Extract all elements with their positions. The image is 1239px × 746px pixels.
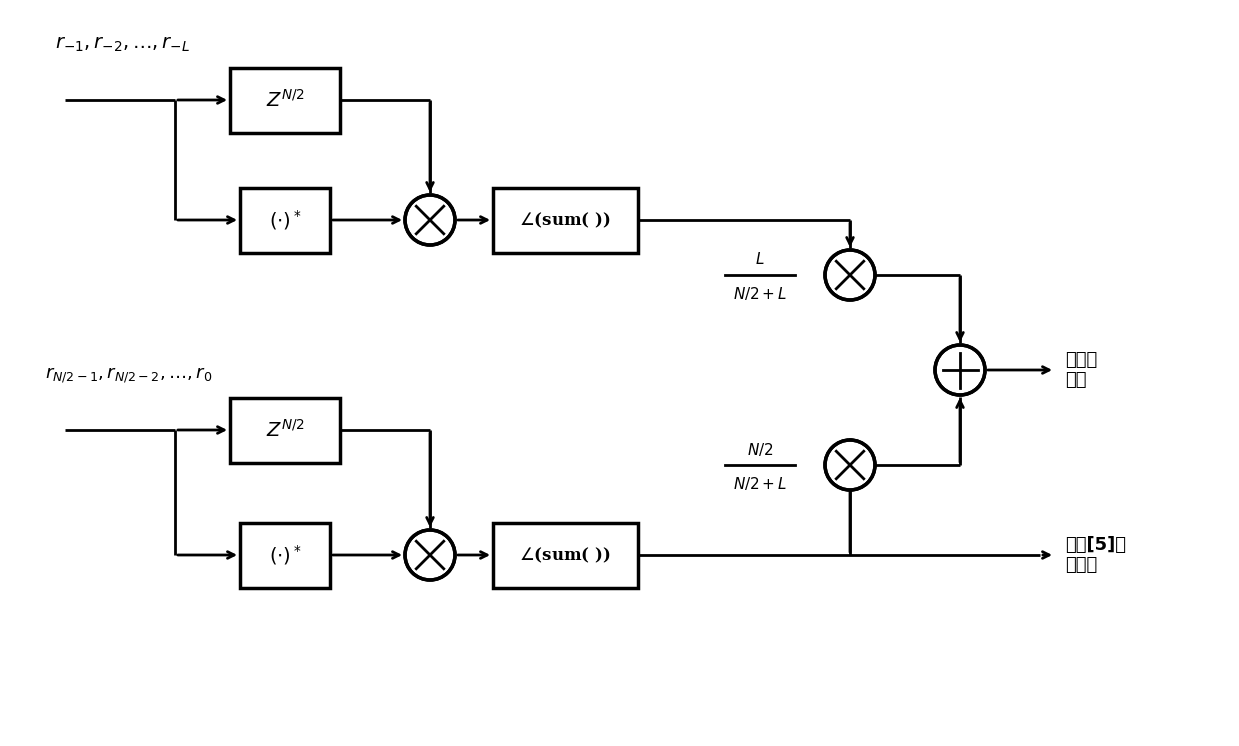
Bar [240,522,330,588]
Bar [492,522,638,588]
Text: $r_{-1},r_{-2},\ldots,r_{-L}$: $r_{-1},r_{-2},\ldots,r_{-L}$ [55,36,190,54]
Circle shape [825,440,875,490]
Text: $L$: $L$ [756,251,764,267]
Text: $N/2$: $N/2$ [747,440,773,457]
Bar [240,187,330,252]
Bar [492,187,638,252]
Circle shape [405,195,455,245]
Text: $(\cdot)^*$: $(\cdot)^*$ [269,543,301,567]
Text: $N/2+L$: $N/2+L$ [733,474,787,492]
Bar [230,67,339,133]
Circle shape [935,345,985,395]
Text: 文献[5]频
偏估计: 文献[5]频 偏估计 [1066,536,1126,574]
Text: $(\cdot)^*$: $(\cdot)^*$ [269,208,301,232]
Circle shape [405,530,455,580]
Text: $N/2+L$: $N/2+L$ [733,284,787,301]
Text: $r_{N/2-1},r_{N/2-2},\ldots,r_0$: $r_{N/2-1},r_{N/2-2},\ldots,r_0$ [45,366,213,385]
Text: $\angle$(sum( )): $\angle$(sum( )) [519,545,611,565]
Circle shape [825,250,875,300]
Text: $Z^{N/2}$: $Z^{N/2}$ [265,89,305,111]
Bar [230,398,339,463]
Text: $\angle$(sum( )): $\angle$(sum( )) [519,210,611,230]
Text: 细频偏
估计: 细频偏 估计 [1066,351,1098,389]
Text: $Z^{N/2}$: $Z^{N/2}$ [265,419,305,441]
